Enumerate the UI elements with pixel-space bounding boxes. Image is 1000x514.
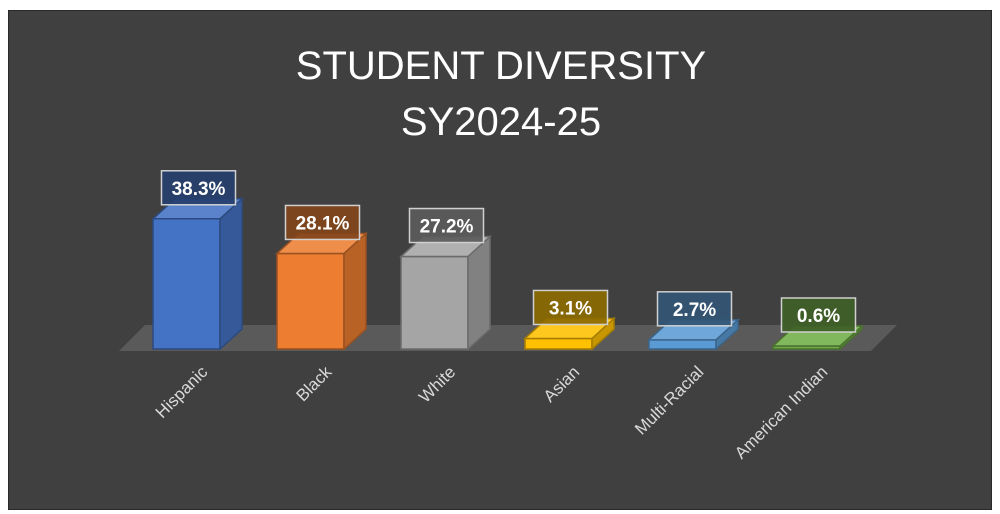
bar-black (275, 231, 368, 351)
bar-white (399, 234, 492, 351)
data-label-text-hispanic: 38.3% (172, 179, 226, 200)
category-label-asian: Asian (540, 362, 584, 406)
bar-front-multi-racial (648, 339, 717, 350)
chart-title-line-1: STUDENT DIVERSITY (296, 44, 706, 88)
category-label-multi-racial: Multi-Racial (631, 362, 707, 438)
data-label-box-american-indian (780, 297, 857, 333)
data-label-box-white (408, 207, 485, 244)
data-label-asian: 3.1% (532, 289, 609, 326)
data-label-multi-racial: 2.7% (656, 291, 733, 327)
chart-area: STUDENT DIVERSITY SY2024-25 38.3% 28.1% 27… (8, 10, 992, 510)
bar-front-hispanic (152, 218, 221, 350)
bar-front-black (276, 252, 345, 350)
data-label-text-asian: 3.1% (549, 298, 592, 319)
data-label-hispanic: 38.3% (160, 170, 237, 206)
data-label-box-multi-racial (656, 291, 733, 327)
data-label-box-black (284, 204, 361, 241)
bar-front-white (400, 255, 469, 350)
category-labels-layer: Hispanic Black White Asian Multi-Racial Ameri… (152, 362, 832, 463)
data-label-text-american-indian: 0.6% (797, 306, 840, 327)
data-labels-layer: 38.3% 28.1% 27.2% 3.1% 2.7% 0.6% (160, 170, 857, 333)
data-label-white: 27.2% (408, 207, 485, 244)
category-label-hispanic: Hispanic (152, 362, 212, 422)
bar-side-hispanic (219, 197, 243, 351)
data-label-box-asian (532, 289, 609, 326)
chart-svg: STUDENT DIVERSITY SY2024-25 38.3% 28.1% 27… (119, 44, 897, 463)
category-label-black: Black (292, 362, 335, 405)
bar-hispanic (151, 197, 244, 351)
category-label-white: White (415, 362, 459, 406)
data-label-text-multi-racial: 2.7% (673, 300, 716, 321)
data-label-text-black: 28.1% (296, 213, 350, 234)
data-label-text-white: 27.2% (420, 217, 474, 238)
category-label-american-indian: American Indian (731, 362, 831, 462)
data-label-box-hispanic (160, 170, 237, 206)
data-label-black: 28.1% (284, 204, 361, 241)
chart-title-line-2: SY2024-25 (401, 100, 601, 144)
bar-front-asian (524, 337, 593, 350)
data-label-american-indian: 0.6% (780, 297, 857, 333)
